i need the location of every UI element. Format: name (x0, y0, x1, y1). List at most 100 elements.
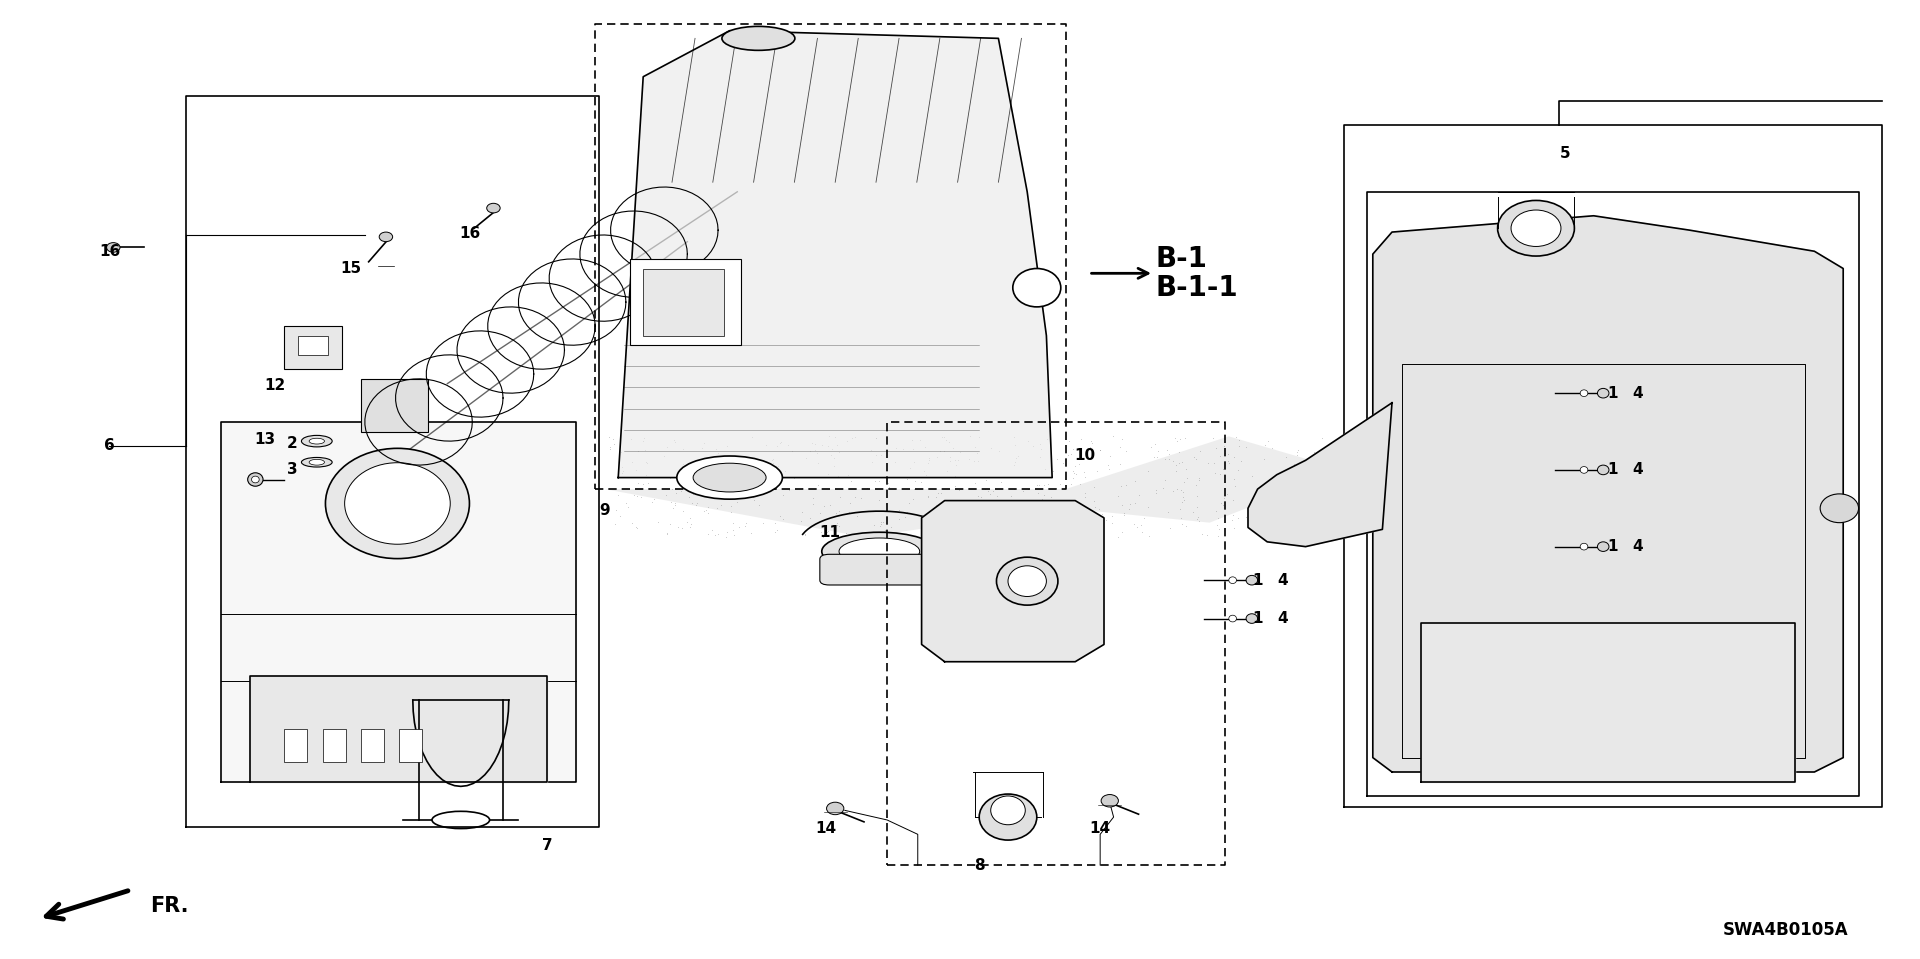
Point (1117, 517, 1148, 532)
Point (995, 488, 1025, 503)
Text: 4: 4 (1632, 386, 1644, 401)
Point (1261, 482, 1292, 498)
Bar (323, 729, 346, 762)
Point (977, 483, 1008, 499)
Point (831, 433, 862, 449)
Point (1283, 442, 1313, 457)
Point (764, 435, 795, 451)
Point (889, 509, 920, 525)
Point (1108, 525, 1139, 540)
Ellipse shape (1014, 269, 1062, 307)
Point (1171, 518, 1202, 533)
Point (1325, 460, 1356, 476)
Ellipse shape (1511, 210, 1561, 246)
Point (1204, 467, 1235, 482)
Point (943, 453, 973, 468)
Text: 1: 1 (1607, 539, 1619, 554)
Text: 15: 15 (340, 261, 363, 276)
Point (1031, 432, 1062, 447)
Point (812, 523, 843, 538)
Point (1162, 481, 1192, 497)
Ellipse shape (1008, 566, 1046, 596)
Point (947, 499, 977, 514)
Point (693, 470, 724, 485)
Point (981, 488, 1012, 503)
Point (973, 483, 1004, 499)
Point (603, 487, 634, 503)
Point (998, 430, 1029, 445)
Point (1150, 473, 1181, 488)
Point (962, 497, 993, 512)
Ellipse shape (309, 438, 324, 444)
Point (785, 514, 816, 529)
Point (1167, 494, 1198, 509)
Ellipse shape (324, 449, 470, 558)
Point (952, 518, 983, 533)
Text: 16: 16 (459, 225, 482, 241)
Point (756, 456, 787, 471)
Ellipse shape (1597, 465, 1609, 475)
Point (1212, 487, 1242, 503)
Point (678, 495, 708, 510)
Point (668, 503, 699, 519)
Point (860, 431, 891, 446)
Point (858, 518, 889, 533)
Point (1023, 450, 1054, 465)
Ellipse shape (344, 463, 449, 545)
Point (768, 511, 799, 526)
Point (1213, 454, 1244, 469)
Point (632, 455, 662, 470)
Point (1081, 505, 1112, 521)
Point (1096, 516, 1127, 531)
Point (803, 456, 833, 471)
Point (797, 435, 828, 451)
Polygon shape (618, 31, 1052, 478)
Point (659, 433, 689, 448)
Point (758, 515, 789, 530)
Point (847, 491, 877, 506)
Ellipse shape (432, 811, 490, 829)
Polygon shape (1373, 216, 1843, 772)
Ellipse shape (828, 802, 845, 815)
Point (1062, 518, 1092, 533)
Point (1012, 433, 1043, 449)
Point (607, 465, 637, 480)
Point (933, 434, 964, 450)
Text: 9: 9 (599, 503, 611, 518)
Point (1183, 499, 1213, 514)
Point (1106, 497, 1137, 512)
Point (1054, 433, 1085, 449)
Point (1225, 453, 1256, 468)
Point (1198, 431, 1229, 446)
Point (925, 443, 956, 458)
Point (697, 523, 728, 538)
Ellipse shape (252, 477, 259, 482)
Point (710, 529, 741, 545)
Point (689, 435, 720, 451)
Point (912, 455, 943, 470)
Point (672, 514, 703, 529)
Point (1085, 442, 1116, 457)
Point (1020, 527, 1050, 543)
Bar (643, 269, 724, 336)
Point (1177, 504, 1208, 520)
Point (804, 524, 835, 539)
Point (693, 505, 724, 521)
Point (703, 449, 733, 464)
Point (1033, 527, 1064, 543)
Point (605, 445, 636, 460)
Point (1069, 486, 1100, 502)
Point (1108, 505, 1139, 521)
Point (697, 468, 728, 483)
Point (1165, 501, 1196, 516)
Point (712, 438, 743, 454)
Ellipse shape (693, 463, 766, 492)
Point (866, 448, 897, 463)
Point (801, 445, 831, 460)
Point (1133, 500, 1164, 515)
Point (916, 502, 947, 517)
Point (939, 479, 970, 494)
Point (1250, 482, 1281, 498)
Point (789, 527, 820, 543)
Text: 10: 10 (1073, 448, 1096, 463)
